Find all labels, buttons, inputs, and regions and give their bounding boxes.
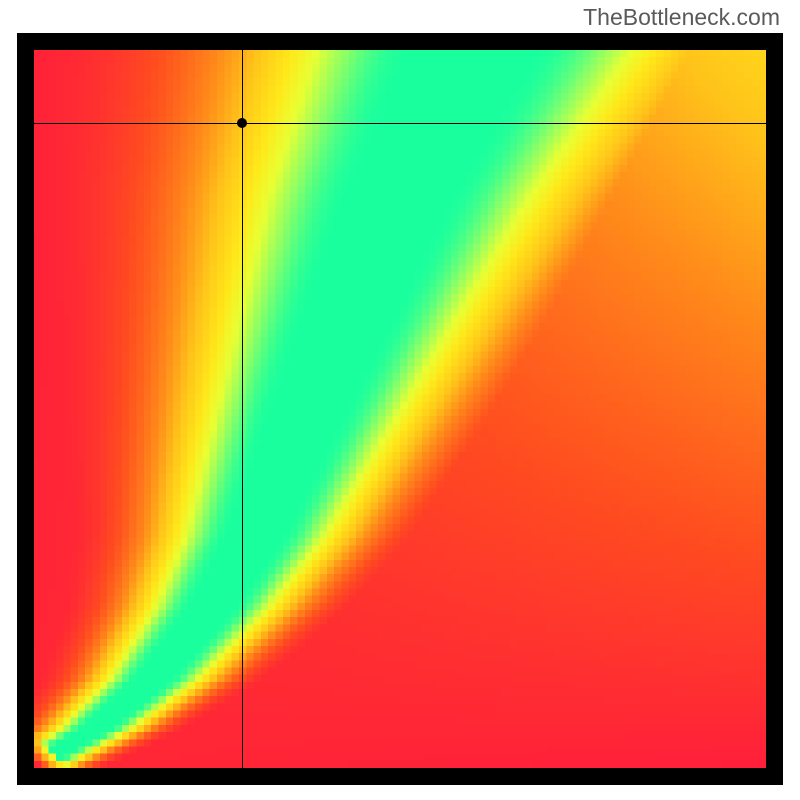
figure-container: TheBottleneck.com	[0, 0, 800, 800]
heatmap-canvas	[34, 50, 766, 768]
crosshair-marker-dot	[237, 118, 247, 128]
crosshair-vertical-line	[242, 50, 243, 768]
bottleneck-heatmap	[17, 33, 783, 785]
watermark-text: TheBottleneck.com	[583, 4, 780, 31]
crosshair-horizontal-line	[34, 123, 766, 124]
